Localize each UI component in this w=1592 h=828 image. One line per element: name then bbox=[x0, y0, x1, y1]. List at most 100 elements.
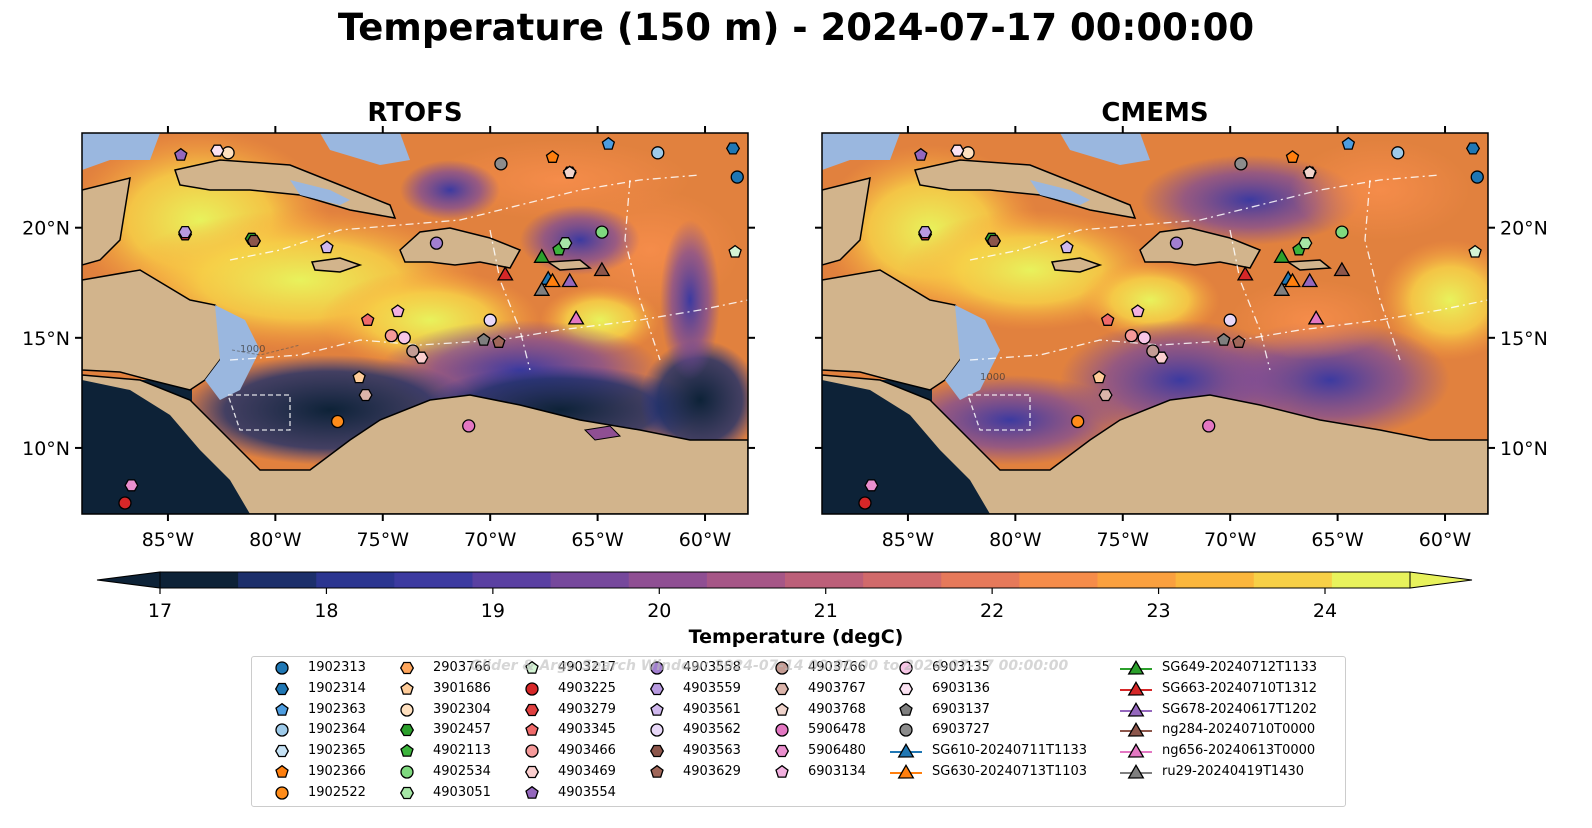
legend-pentagon-icon bbox=[775, 764, 789, 778]
legend-hexagon-icon bbox=[649, 682, 665, 695]
legend-entry-label: SG610-20240711T1133 bbox=[932, 743, 1088, 759]
float-marker bbox=[728, 244, 742, 258]
float-marker bbox=[320, 240, 334, 254]
x-tick-label: 75°W bbox=[1097, 529, 1150, 551]
float-marker bbox=[544, 272, 561, 288]
legend-circle-icon bbox=[275, 661, 289, 675]
legend-hexagon-icon bbox=[774, 682, 790, 695]
legend-marker-icon bbox=[1120, 659, 1152, 675]
legend-circle-icon bbox=[775, 661, 789, 675]
legend-entry-label: 1902522 bbox=[308, 784, 366, 800]
float-marker bbox=[1333, 261, 1351, 277]
legend-hexagon-icon bbox=[274, 745, 290, 758]
legend-pentagon-icon bbox=[775, 702, 789, 716]
legend-marker-icon bbox=[774, 745, 790, 758]
float-marker bbox=[174, 147, 188, 161]
colorbar-segment bbox=[1019, 572, 1098, 588]
legend-circle-icon bbox=[650, 723, 664, 738]
float-marker bbox=[352, 370, 366, 384]
y-tick-label: 10°N bbox=[22, 438, 70, 460]
colorbar-tick-label: 19 bbox=[481, 600, 505, 622]
legend-entry-label: 4903554 bbox=[558, 784, 616, 800]
svg-text:1000: 1000 bbox=[980, 372, 1005, 383]
float-marker bbox=[483, 313, 497, 327]
legend-pentagon-icon bbox=[275, 702, 289, 716]
legend-entry-label: 1902363 bbox=[308, 701, 366, 717]
legend-marker-icon bbox=[649, 745, 665, 758]
colorbar-segment bbox=[785, 572, 864, 588]
legend-marker-icon bbox=[650, 764, 664, 778]
colorbar-tick-label: 21 bbox=[814, 600, 838, 622]
legend-marker-icon bbox=[525, 682, 539, 696]
legend-marker-icon bbox=[399, 724, 415, 737]
float-marker bbox=[1391, 146, 1405, 160]
legend-entry-label: 4903563 bbox=[683, 743, 741, 759]
float-marker bbox=[414, 351, 429, 364]
colorbar: 17 18 19 20 21 22 23 24 bbox=[96, 571, 1473, 622]
legend-marker-icon bbox=[650, 702, 664, 716]
float-marker bbox=[462, 419, 476, 433]
legend-marker-icon bbox=[400, 744, 414, 757]
legend-marker-icon bbox=[775, 702, 789, 716]
float-marker bbox=[221, 146, 235, 160]
float-marker bbox=[1146, 344, 1160, 358]
legend-marker-icon bbox=[649, 682, 665, 695]
float-marker bbox=[1236, 265, 1254, 281]
legend-entry-label: 2903766 bbox=[433, 660, 491, 675]
legend-entry-label: 3901686 bbox=[433, 680, 491, 696]
float-marker bbox=[429, 236, 444, 250]
legend-marker-icon bbox=[1120, 763, 1152, 779]
y-tick-label: 15°N bbox=[22, 328, 70, 350]
legend-pentagon-icon bbox=[899, 702, 913, 716]
legend-triangle-icon bbox=[1127, 659, 1145, 675]
float-marker bbox=[950, 144, 965, 157]
colorbar-segment bbox=[628, 572, 708, 588]
legend-marker-icon bbox=[650, 723, 664, 738]
legend-marker-icon bbox=[1120, 680, 1152, 696]
legend-circle-icon bbox=[525, 682, 539, 696]
colorbar-segment bbox=[1175, 572, 1255, 588]
legend-marker-icon bbox=[275, 786, 289, 800]
legend-pentagon-icon bbox=[650, 702, 664, 716]
float-marker bbox=[918, 225, 933, 239]
colorbar-tick-label: 20 bbox=[647, 600, 671, 622]
legend-circle-icon bbox=[400, 765, 414, 779]
float-marker bbox=[1092, 370, 1106, 384]
float-marker bbox=[1223, 313, 1237, 327]
legend-marker-icon bbox=[275, 661, 289, 675]
legend-marker-icon bbox=[399, 661, 415, 675]
legend-entry-label: 3902457 bbox=[433, 722, 491, 738]
legend-entry-label: 4903217 bbox=[558, 660, 616, 675]
legend-marker-icon bbox=[400, 702, 414, 717]
legend-entry-label: 1902314 bbox=[308, 680, 366, 696]
float-marker bbox=[561, 272, 579, 288]
legend-triangle-icon bbox=[1127, 680, 1145, 696]
legend-entry-label: 6903135 bbox=[932, 660, 990, 675]
legend-marker-icon bbox=[275, 702, 289, 716]
float-marker bbox=[651, 146, 665, 160]
legend-marker-icon bbox=[524, 703, 540, 716]
float-marker bbox=[961, 146, 975, 160]
float-marker bbox=[1131, 304, 1145, 318]
legend-entry-label: 4903345 bbox=[558, 722, 616, 738]
legend-pentagon-icon bbox=[400, 744, 414, 757]
legend-marker-icon bbox=[1120, 722, 1152, 738]
legend-entry-label: 5906480 bbox=[808, 743, 866, 759]
float-marker bbox=[391, 304, 405, 318]
legend-entry-label: 6903137 bbox=[932, 701, 990, 717]
rtofs-map-panel: 1000 bbox=[81, 132, 749, 515]
legend-hexagon-icon bbox=[399, 661, 415, 675]
legend-pentagon-icon bbox=[650, 764, 664, 778]
colorbar-segment bbox=[863, 572, 942, 588]
legend-triangle-icon bbox=[1127, 722, 1145, 738]
chart-title: Temperature (150 m) - 2024-07-17 00:00:0… bbox=[337, 6, 1255, 49]
float-marker bbox=[406, 344, 420, 358]
float-marker bbox=[1137, 331, 1151, 345]
colorbar-segment bbox=[1253, 572, 1333, 588]
legend-hexagon-icon bbox=[524, 765, 540, 779]
legend-pentagon-icon bbox=[525, 785, 539, 799]
float-marker bbox=[1341, 136, 1356, 150]
y-tick-label: 20°N bbox=[1500, 218, 1548, 240]
legend-marker-icon bbox=[890, 743, 922, 758]
legend-entry-label: 6903727 bbox=[932, 722, 990, 738]
